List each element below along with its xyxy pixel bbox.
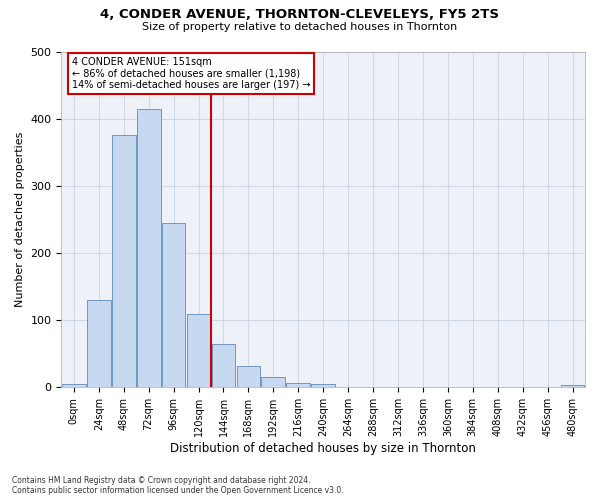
Bar [112,136,136,388]
Bar [236,366,260,388]
Text: Size of property relative to detached houses in Thornton: Size of property relative to detached ho… [142,22,458,32]
Bar [336,387,360,388]
Bar [361,387,385,388]
Bar [187,314,211,388]
Bar [560,386,584,388]
Bar [286,383,310,388]
Bar [262,378,285,388]
Text: 4 CONDER AVENUE: 151sqm
← 86% of detached houses are smaller (1,198)
14% of semi: 4 CONDER AVENUE: 151sqm ← 86% of detache… [72,56,310,90]
X-axis label: Distribution of detached houses by size in Thornton: Distribution of detached houses by size … [170,442,476,455]
Text: Contains HM Land Registry data © Crown copyright and database right 2024.
Contai: Contains HM Land Registry data © Crown c… [12,476,344,495]
Y-axis label: Number of detached properties: Number of detached properties [15,132,25,307]
Bar [137,108,161,388]
Bar [62,384,86,388]
Bar [162,223,185,388]
Text: 4, CONDER AVENUE, THORNTON-CLEVELEYS, FY5 2TS: 4, CONDER AVENUE, THORNTON-CLEVELEYS, FY… [101,8,499,20]
Bar [87,300,110,388]
Bar [212,344,235,388]
Bar [311,384,335,388]
Bar [386,387,410,388]
